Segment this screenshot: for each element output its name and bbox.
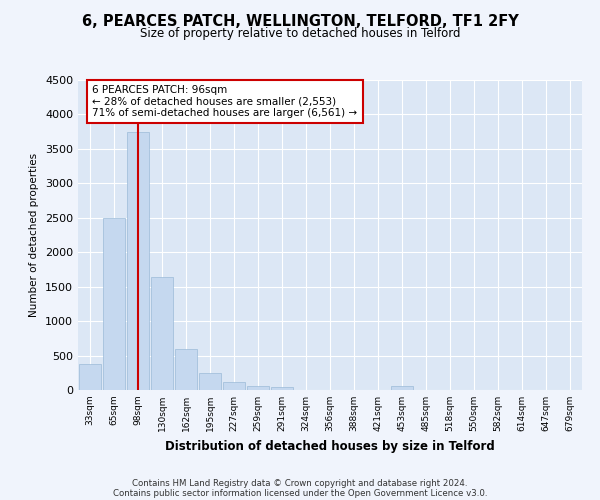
Bar <box>223 382 245 390</box>
Text: Contains HM Land Registry data © Crown copyright and database right 2024.: Contains HM Land Registry data © Crown c… <box>132 478 468 488</box>
Bar <box>79 364 101 390</box>
X-axis label: Distribution of detached houses by size in Telford: Distribution of detached houses by size … <box>165 440 495 452</box>
Bar <box>247 386 269 390</box>
Bar <box>175 349 197 390</box>
Text: 6, PEARCES PATCH, WELLINGTON, TELFORD, TF1 2FY: 6, PEARCES PATCH, WELLINGTON, TELFORD, T… <box>82 14 518 29</box>
Bar <box>151 277 173 390</box>
Y-axis label: Number of detached properties: Number of detached properties <box>29 153 40 317</box>
Bar <box>103 218 125 390</box>
Text: Size of property relative to detached houses in Telford: Size of property relative to detached ho… <box>140 28 460 40</box>
Text: 6 PEARCES PATCH: 96sqm
← 28% of detached houses are smaller (2,553)
71% of semi-: 6 PEARCES PATCH: 96sqm ← 28% of detached… <box>92 85 358 118</box>
Text: Contains public sector information licensed under the Open Government Licence v3: Contains public sector information licen… <box>113 488 487 498</box>
Bar <box>199 374 221 390</box>
Bar <box>127 132 149 390</box>
Bar <box>391 386 413 390</box>
Bar <box>271 386 293 390</box>
